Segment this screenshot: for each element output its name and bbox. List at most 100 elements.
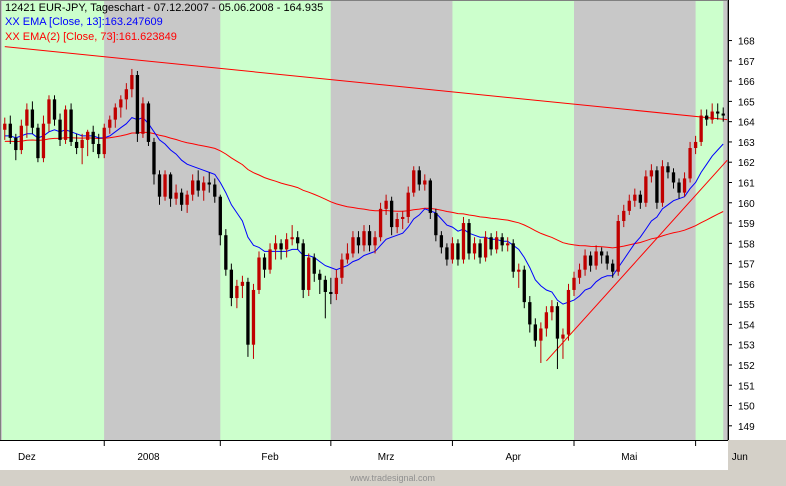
- candle-body: [599, 251, 604, 256]
- candle-body: [373, 237, 377, 246]
- candle-body: [511, 243, 515, 272]
- candle-body: [290, 237, 294, 240]
- candle-body: [467, 223, 471, 254]
- x-tick-label: Jun: [732, 452, 748, 463]
- candle-body: [616, 221, 620, 272]
- candle-body: [102, 127, 106, 155]
- candle-body: [710, 111, 714, 120]
- candle-body: [163, 174, 167, 197]
- y-tick-label: 151: [738, 381, 755, 392]
- candle-body: [246, 281, 250, 345]
- candle-body: [550, 306, 554, 313]
- ema-slow-line: [4, 131, 724, 249]
- candle-body: [152, 141, 156, 175]
- candle-body: [97, 143, 101, 155]
- candle-body: [456, 243, 460, 260]
- candle-body: [14, 137, 18, 151]
- y-tick-label: 164: [738, 118, 755, 129]
- candle-body: [229, 269, 234, 299]
- candle-body: [588, 255, 593, 266]
- candle-body: [351, 237, 355, 254]
- candle-body: [506, 243, 510, 246]
- candle-body: [224, 235, 228, 270]
- candle-body: [638, 194, 642, 203]
- y-tick-label: 159: [738, 219, 755, 230]
- candle-body: [605, 255, 609, 264]
- candle-body: [301, 243, 305, 290]
- candle-body: [406, 192, 410, 217]
- watermark: www.tradesignal.com: [350, 473, 436, 483]
- candle-body: [284, 239, 289, 250]
- candle-body: [494, 237, 499, 250]
- candle-body: [622, 210, 626, 222]
- y-tick-label: 160: [738, 199, 755, 210]
- x-tick-label: Mrz: [378, 452, 395, 463]
- month-band: [220, 0, 331, 440]
- candle-body: [389, 200, 394, 228]
- candle-body: [63, 109, 68, 140]
- candle-body: [119, 99, 123, 108]
- candle-body: [130, 75, 134, 90]
- candle-body: [36, 127, 40, 159]
- candle-body: [688, 148, 692, 179]
- y-tick-label: 168: [738, 37, 755, 48]
- candle-body: [135, 75, 140, 134]
- y-tick-label: 165: [738, 97, 755, 108]
- candle-body: [412, 170, 416, 193]
- candle-body: [80, 139, 84, 149]
- candle-body: [450, 243, 455, 260]
- candle-body: [384, 200, 388, 209]
- candle-body: [8, 123, 12, 138]
- candle-body: [594, 251, 598, 266]
- candle-body: [627, 200, 631, 211]
- candle-body: [41, 123, 46, 159]
- candle-body: [522, 269, 526, 303]
- candle-body: [362, 231, 366, 246]
- candle-body: [644, 176, 648, 203]
- candle-body: [649, 170, 654, 177]
- candle-body: [141, 103, 145, 134]
- candle-body: [401, 216, 405, 219]
- chart-title: 12421 EUR-JPY, Tageschart - 07.12.2007 -…: [5, 2, 324, 14]
- candle-body: [25, 109, 29, 126]
- candle-body: [693, 141, 698, 149]
- candle-body: [461, 223, 466, 260]
- candle-body: [704, 115, 709, 120]
- candle-body: [721, 113, 725, 116]
- month-band: [104, 0, 221, 440]
- candle-body: [3, 123, 7, 130]
- candle-body: [251, 289, 256, 345]
- y-tick-label: 167: [738, 57, 755, 68]
- candle-body: [633, 194, 637, 201]
- month-band: [2, 0, 105, 440]
- candle-body: [312, 257, 316, 274]
- y-tick-label: 155: [738, 300, 755, 311]
- candle-body: [478, 243, 482, 258]
- candle-body: [191, 180, 195, 195]
- candle-body: [378, 208, 383, 238]
- candle-body: [179, 192, 184, 205]
- candle-body: [533, 324, 537, 341]
- candle-body: [423, 180, 427, 185]
- ema-slow-legend: XX EMA(2) [Close, 73]:161.623849: [5, 31, 177, 43]
- y-tick-label: 162: [738, 158, 755, 169]
- candle-body: [340, 259, 344, 278]
- candle-body: [655, 170, 659, 203]
- candle-body: [113, 107, 117, 120]
- candle-body: [262, 257, 267, 270]
- candle-body: [86, 131, 90, 140]
- candle-body: [555, 306, 560, 339]
- candle-body: [439, 235, 444, 248]
- candle-body: [699, 115, 703, 142]
- candle-body: [207, 182, 211, 185]
- candle-body: [235, 285, 239, 299]
- month-band: [452, 0, 575, 440]
- candle-body: [395, 218, 399, 228]
- x-tick-label: 2008: [137, 452, 160, 463]
- candle-body: [307, 257, 311, 290]
- candle-body: [273, 243, 278, 250]
- candle-body: [218, 196, 222, 236]
- support-trendline: [546, 159, 728, 362]
- candle-body: [58, 119, 62, 140]
